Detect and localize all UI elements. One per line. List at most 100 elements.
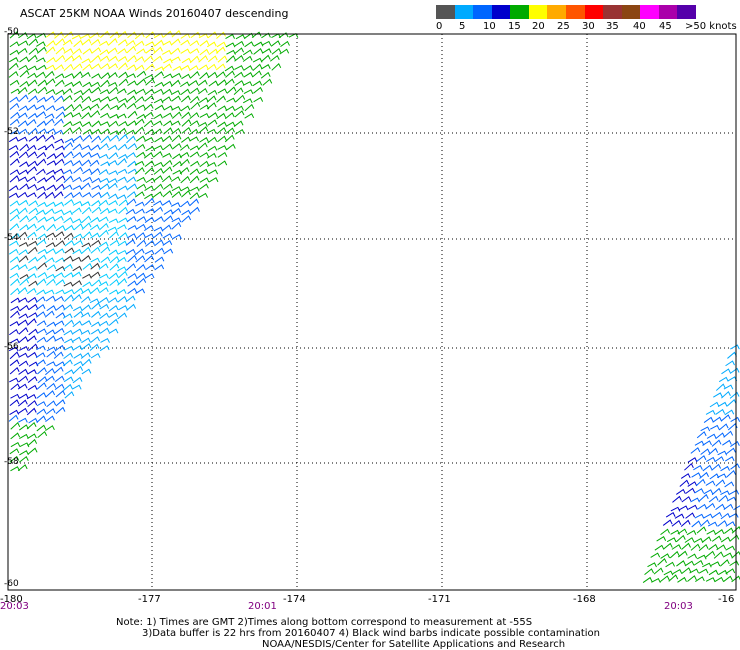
- wind-barb: [28, 361, 39, 367]
- wind-barb: [26, 223, 37, 231]
- wind-barb: [81, 222, 92, 230]
- wind-barb: [55, 344, 65, 352]
- wind-barb: [225, 33, 235, 39]
- wind-barb: [261, 32, 271, 39]
- wind-barb: [90, 336, 100, 344]
- lat-label-50: -50: [4, 27, 19, 37]
- wind-barb: [72, 185, 83, 191]
- wind-barb: [253, 96, 264, 103]
- wind-barb: [650, 552, 661, 558]
- wind-barb: [144, 197, 155, 206]
- wind-barb: [45, 46, 56, 54]
- wind-barb: [45, 390, 56, 398]
- wind-barb: [27, 433, 37, 439]
- wind-barb: [665, 561, 676, 568]
- wind-barb: [100, 63, 110, 70]
- wind-barb: [117, 88, 127, 95]
- wind-barb: [270, 40, 281, 47]
- wind-barb: [44, 113, 55, 119]
- wind-barb: [9, 448, 20, 455]
- wind-barb: [279, 48, 290, 55]
- wind-barb: [9, 214, 20, 222]
- wind-barb: [9, 240, 19, 246]
- wind-barb: [90, 216, 100, 223]
- wind-barb: [180, 200, 191, 208]
- wind-barb: [118, 153, 128, 160]
- colorbar-swatch: [640, 5, 660, 19]
- wind-barb: [72, 48, 82, 55]
- wind-barb: [100, 72, 111, 80]
- wind-barb: [55, 240, 66, 247]
- wind-barb: [8, 62, 19, 71]
- wind-barb: [134, 191, 145, 198]
- wind-barb: [153, 113, 163, 120]
- wind-barb: [675, 534, 686, 543]
- wind-barb: [715, 383, 726, 391]
- wind-barb: [233, 87, 244, 95]
- wind-barb: [181, 73, 191, 80]
- wind-barb: [36, 254, 47, 262]
- wind-barb: [242, 55, 253, 62]
- wind-barb: [71, 207, 82, 214]
- wind-barb: [53, 129, 64, 136]
- wind-barb: [55, 54, 66, 63]
- wind-barb: [199, 177, 210, 183]
- wind-barb: [244, 103, 255, 112]
- wind-barb: [55, 225, 66, 232]
- wind-barb: [198, 55, 209, 63]
- wind-barb: [9, 256, 20, 263]
- wind-barb: [99, 40, 109, 47]
- wind-barb: [671, 520, 682, 527]
- wind-barb: [91, 135, 101, 143]
- wind-barb: [260, 54, 271, 63]
- wind-barb: [225, 105, 236, 112]
- wind-barb: [699, 471, 710, 479]
- wind-barb: [179, 151, 190, 158]
- colorbar-swatch: [584, 5, 604, 19]
- wind-barb: [170, 176, 181, 182]
- wind-barb: [37, 64, 47, 71]
- wind-barb: [72, 176, 82, 183]
- wind-barb: [36, 359, 46, 366]
- wind-barb: [244, 32, 254, 39]
- wind-barb: [9, 351, 20, 360]
- wind-barb: [36, 151, 47, 159]
- wind-barb: [687, 481, 698, 487]
- wind-barb: [684, 462, 694, 471]
- wind-barb: [45, 89, 56, 95]
- wind-barb: [660, 528, 671, 536]
- wind-barb: [19, 183, 29, 190]
- wind-barb: [18, 199, 29, 206]
- wind-barb: [727, 376, 738, 382]
- wind-barb: [54, 201, 65, 207]
- wind-barb: [81, 215, 92, 223]
- wind-barb: [657, 558, 667, 566]
- wind-barb: [9, 328, 19, 336]
- wind-barb: [108, 120, 119, 128]
- wind-barb: [10, 305, 20, 311]
- wind-barb: [189, 128, 199, 136]
- wind-barb: [713, 551, 724, 559]
- wind-barb: [162, 88, 173, 95]
- wind-barb: [714, 529, 725, 536]
- wind-barb: [27, 112, 38, 120]
- wind-barb: [217, 145, 228, 151]
- time-label-right: 20:03: [664, 601, 693, 612]
- lon-label-180: -180: [0, 594, 23, 605]
- wind-barb: [181, 126, 192, 134]
- wind-barb: [181, 57, 192, 64]
- colorbar-label: 45: [659, 21, 672, 32]
- wind-barb: [117, 249, 128, 255]
- wind-barb: [9, 96, 20, 103]
- wind-barb: [690, 497, 700, 503]
- wind-barb: [28, 47, 39, 55]
- wind-barb: [64, 391, 75, 399]
- wind-barb: [126, 54, 137, 63]
- wind-barb: [190, 101, 201, 110]
- wind-barb: [27, 447, 38, 455]
- colorbar-label: 30: [582, 21, 595, 32]
- wind-barb: [100, 183, 110, 190]
- wind-barb: [153, 167, 164, 175]
- wind-barb: [91, 47, 102, 54]
- wind-barb: [189, 65, 199, 72]
